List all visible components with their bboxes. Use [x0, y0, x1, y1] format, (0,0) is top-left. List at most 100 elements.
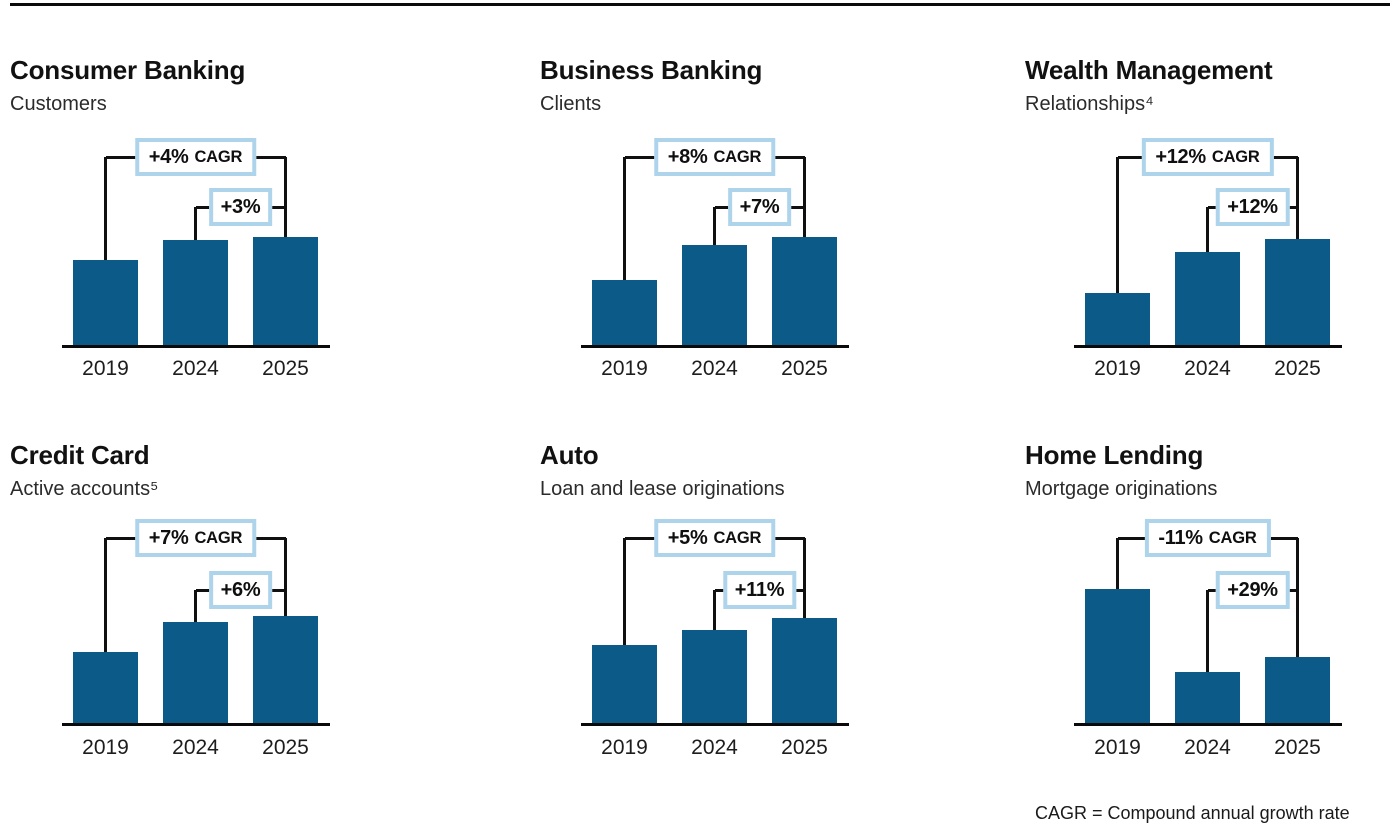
- cagr-bracket-right-drop: [1296, 157, 1299, 239]
- panel-title: Consumer Banking: [10, 55, 246, 85]
- cagr-value: +5%: [667, 526, 708, 549]
- cagr-bracket-horizontal: [624, 155, 805, 159]
- growth-value: +6%: [220, 578, 261, 601]
- growth-value: +3%: [220, 195, 261, 218]
- bar-2025: [1265, 239, 1330, 345]
- cagr-bracket-right-drop: [284, 157, 287, 237]
- panel-credit-card: Credit Card Active accounts⁵: [10, 440, 410, 501]
- x-axis-line: [62, 345, 330, 348]
- x-axis-label-2024: 2024: [1184, 736, 1231, 759]
- panel-business-banking: Business Banking Clients: [540, 55, 940, 116]
- growth-annotation-box: +29%: [1215, 571, 1290, 609]
- bar-2024: [682, 630, 747, 723]
- cagr-value: +12%: [1155, 145, 1206, 168]
- cagr-value: +7%: [148, 526, 189, 549]
- x-axis-line: [581, 723, 849, 726]
- panel-subtitle: Mortgage originations: [1025, 477, 1218, 500]
- growth-value: +12%: [1227, 195, 1278, 218]
- growth-bracket-horizontal: [714, 588, 805, 592]
- growth-annotation-box: +7%: [727, 188, 792, 226]
- x-axis-label-2019: 2019: [82, 357, 129, 380]
- cagr-bracket-right-drop: [803, 538, 806, 618]
- x-axis-label-2024: 2024: [1184, 357, 1231, 380]
- x-axis-label-2025: 2025: [262, 357, 309, 380]
- panel-title: Home Lending: [1025, 440, 1204, 470]
- cagr-suffix: CAGR: [1211, 147, 1260, 166]
- panel-subtitle: Clients: [540, 92, 602, 115]
- cagr-annotation-box: -11% CAGR: [1144, 519, 1271, 557]
- bar-2019: [1085, 293, 1150, 345]
- growth-value: +29%: [1227, 578, 1278, 601]
- bar-2024: [1175, 672, 1240, 723]
- top-rule: [10, 3, 1390, 6]
- growth-bracket-horizontal: [195, 205, 286, 209]
- cagr-bracket-left-drop: [1116, 157, 1119, 293]
- growth-bracket-horizontal: [195, 588, 286, 592]
- cagr-suffix: CAGR: [194, 528, 243, 547]
- cagr-annotation-box: +12% CAGR: [1141, 138, 1274, 176]
- x-axis-line: [581, 345, 849, 348]
- growth-annotation-box: +11%: [722, 571, 797, 609]
- cagr-suffix: CAGR: [713, 528, 762, 547]
- bar-2024: [163, 240, 228, 345]
- panel-title: Credit Card: [10, 440, 150, 470]
- growth-bracket-left-drop: [194, 590, 197, 622]
- bar-2019: [592, 280, 657, 345]
- x-axis-line: [1074, 723, 1342, 726]
- cagr-bracket-horizontal: [1117, 155, 1298, 159]
- panel-subtitle: Active accounts⁵: [10, 477, 159, 500]
- x-axis-label-2025: 2025: [781, 736, 828, 759]
- panel-title: Auto: [540, 440, 599, 470]
- bar-2025: [772, 618, 837, 723]
- panel-consumer-banking: Consumer Banking Customers: [10, 55, 410, 116]
- cagr-footnote: CAGR = Compound annual growth rate: [1035, 803, 1350, 823]
- panel-subtitle: Loan and lease originations: [540, 477, 785, 500]
- x-axis-label-2025: 2025: [781, 357, 828, 380]
- cagr-bracket-left-drop: [104, 538, 107, 652]
- x-axis-label-2024: 2024: [691, 736, 738, 759]
- x-axis-label-2025: 2025: [262, 736, 309, 759]
- growth-value: +7%: [739, 195, 780, 218]
- cagr-suffix: CAGR: [713, 147, 762, 166]
- cagr-suffix: CAGR: [194, 147, 243, 166]
- growth-bracket-horizontal: [714, 205, 805, 209]
- x-axis-line: [62, 723, 330, 726]
- growth-annotation-box: +6%: [208, 571, 273, 609]
- panel-home-lending: Home Lending Mortgage originations: [1025, 440, 1400, 501]
- panel-wealth-management: Wealth Management Relationships⁴: [1025, 55, 1400, 116]
- cagr-bracket-right-drop: [803, 157, 806, 237]
- x-axis-label-2024: 2024: [691, 357, 738, 380]
- x-axis-label-2019: 2019: [601, 736, 648, 759]
- cagr-bracket-horizontal: [105, 155, 286, 159]
- growth-bracket-horizontal: [1207, 588, 1298, 592]
- x-axis-label-2019: 2019: [1094, 357, 1141, 380]
- cagr-annotation-box: +5% CAGR: [653, 519, 776, 557]
- cagr-value: +4%: [148, 145, 189, 168]
- x-axis-label-2025: 2025: [1274, 357, 1321, 380]
- cagr-bracket-right-drop: [1296, 538, 1299, 657]
- cagr-value: +8%: [667, 145, 708, 168]
- x-axis-line: [1074, 345, 1342, 348]
- panel-title: Business Banking: [540, 55, 763, 85]
- bar-2025: [253, 616, 318, 723]
- growth-bracket-left-drop: [713, 207, 716, 245]
- cagr-bracket-left-drop: [104, 157, 107, 260]
- growth-annotation-box: +12%: [1215, 188, 1290, 226]
- x-axis-label-2024: 2024: [172, 357, 219, 380]
- bar-2019: [592, 645, 657, 723]
- bar-2024: [163, 622, 228, 723]
- growth-annotation-box: +3%: [208, 188, 273, 226]
- growth-bracket-horizontal: [1207, 205, 1298, 209]
- cagr-annotation-box: +8% CAGR: [653, 138, 776, 176]
- x-axis-label-2019: 2019: [82, 736, 129, 759]
- bar-2019: [73, 652, 138, 723]
- cagr-bracket-horizontal: [105, 536, 286, 540]
- panel-subtitle: Customers: [10, 92, 107, 115]
- cagr-bracket-horizontal: [1117, 536, 1298, 540]
- bar-2019: [73, 260, 138, 345]
